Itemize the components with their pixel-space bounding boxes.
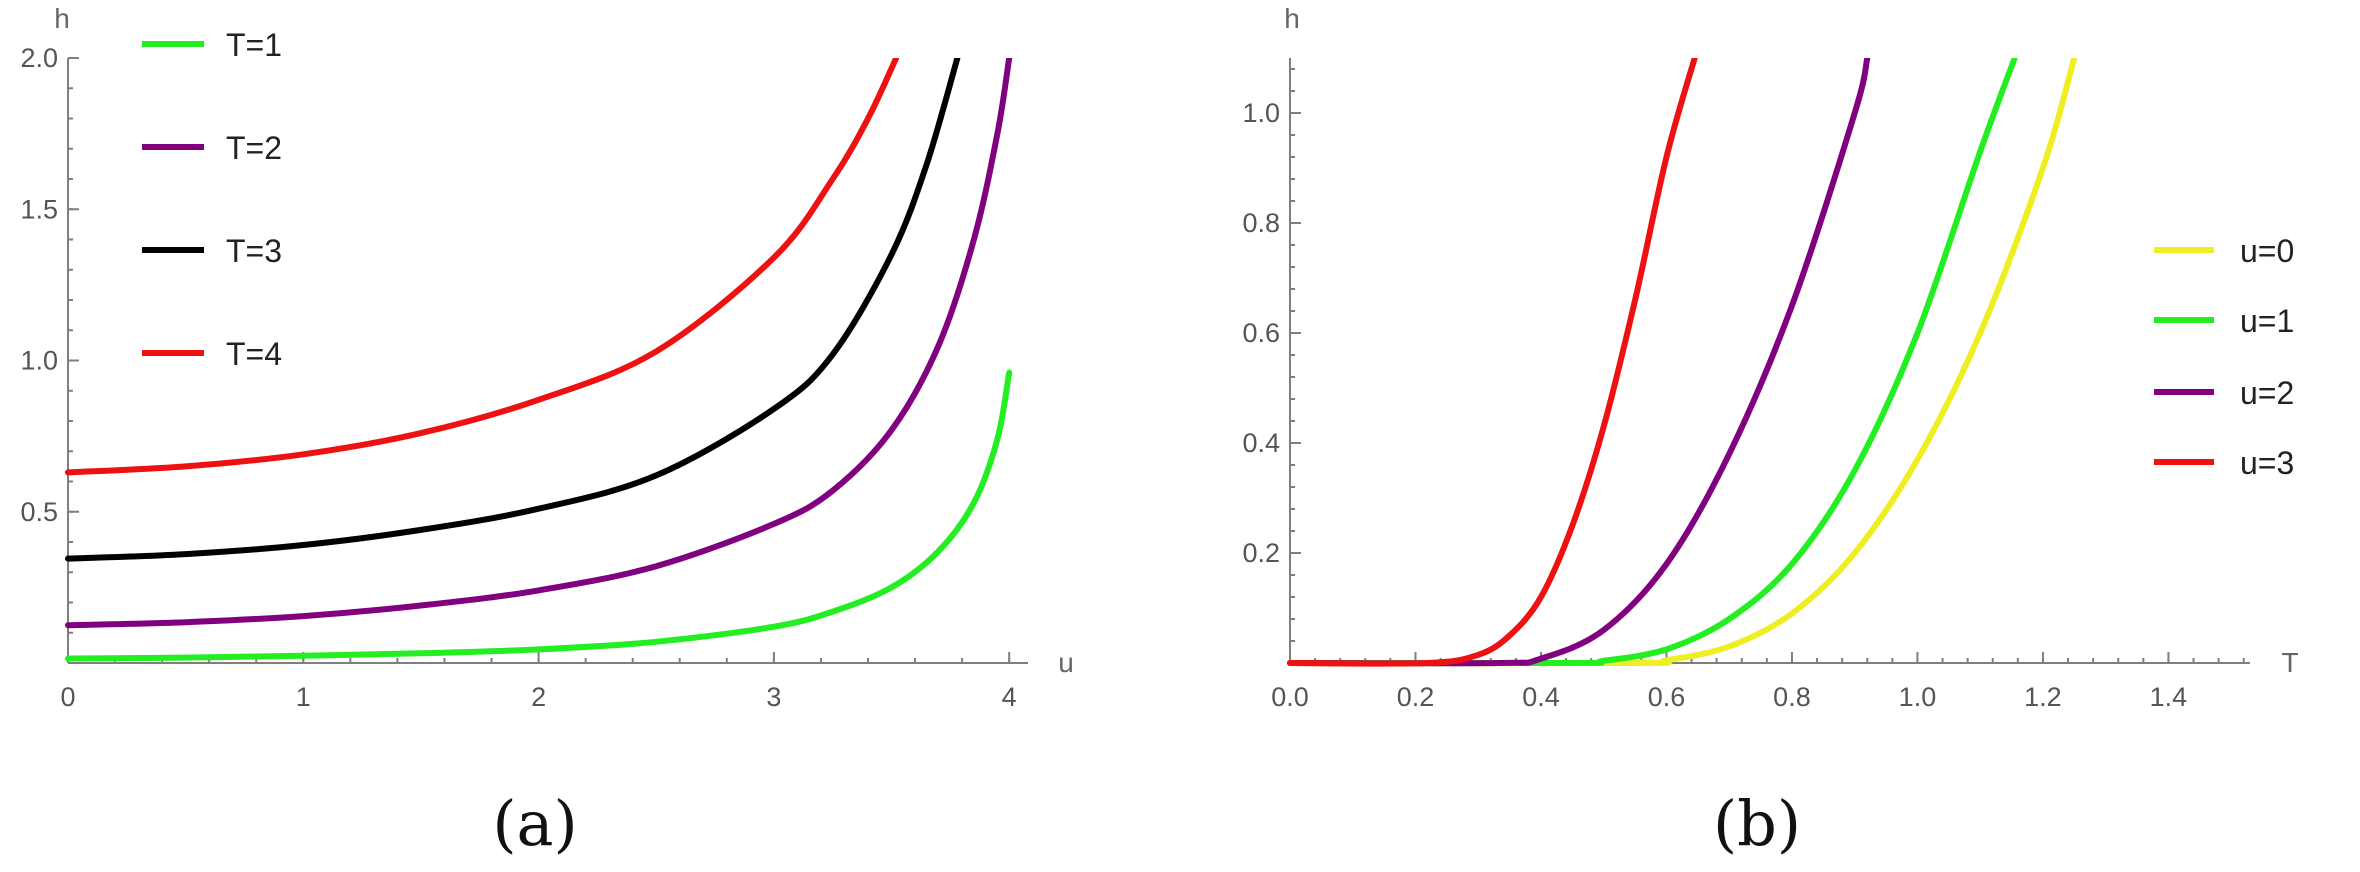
series-line-u-2 [1287, 58, 1871, 667]
y-tick-label: 0.6 [1242, 318, 1280, 348]
y-axis-label: h [54, 3, 70, 34]
chart-panel-1: 0 1 2 3 4 0.5 1.0 1.5 2.0 u h T=1 T=2 T=3 T=4 (a) [20, 3, 1073, 860]
y-tick-label: 1.0 [20, 346, 58, 376]
panel-caption: (b) [1713, 787, 1801, 860]
legend-label-t-4: T=4 [226, 336, 282, 372]
series-line-t-3 [65, 58, 961, 562]
legend-label-t-2: T=2 [226, 130, 282, 166]
x-tick-label: 1 [296, 682, 311, 712]
y-tick-label: 0.4 [1242, 428, 1280, 458]
x-tick-label: 1.2 [2024, 682, 2062, 712]
y-tick-label: 2.0 [20, 43, 58, 73]
legend: u=0 u=1 u=2 u=3 [2154, 233, 2294, 481]
legend: T=1 T=2 T=3 T=4 [142, 27, 282, 372]
series-line-u-1 [1287, 58, 2018, 667]
x-tick-label: 0.4 [1522, 682, 1560, 712]
y-tick-label: 0.8 [1242, 208, 1280, 238]
series-line-u-0 [1287, 58, 2078, 667]
x-tick-label: 0.6 [1648, 682, 1686, 712]
x-tick-label: 0 [60, 682, 75, 712]
legend-label-u-1: u=1 [2240, 303, 2294, 339]
x-axis-label: u [1058, 647, 1074, 678]
x-tick-label: 3 [766, 682, 781, 712]
x-tick-label: 0.0 [1271, 682, 1309, 712]
series-line-u-3 [1287, 58, 1698, 667]
y-tick-label: 1.5 [20, 194, 58, 224]
legend-label-t-1: T=1 [226, 27, 282, 63]
series-line-t-2 [65, 58, 1013, 629]
y-axis-label: h [1284, 3, 1300, 34]
legend-label-u-0: u=0 [2240, 233, 2294, 269]
x-tick-label: 1.4 [2150, 682, 2188, 712]
x-tick-label: 2 [531, 682, 546, 712]
x-tick-label: 0.8 [1773, 682, 1811, 712]
legend-label-u-3: u=3 [2240, 445, 2294, 481]
y-tick-label: 0.5 [20, 497, 58, 527]
series-line-t-4 [65, 58, 900, 476]
panel-caption: (a) [492, 787, 577, 860]
x-axis-label: T [2281, 647, 2298, 678]
chart-panel-2: 0.0 0.2 0.4 0.6 0.8 1.0 1.2 1.4 0.2 0.4 0.6 0.8 1.0 T… [1242, 3, 2298, 860]
y-tick-label: 1.0 [1242, 98, 1280, 128]
legend-label-t-3: T=3 [226, 233, 282, 269]
x-tick-label: 0.2 [1397, 682, 1435, 712]
legend-label-u-2: u=2 [2240, 375, 2294, 411]
y-tick-label: 0.2 [1242, 538, 1280, 568]
x-tick-label: 4 [1002, 682, 1017, 712]
series-line-t-1 [65, 369, 1013, 662]
x-tick-label: 1.0 [1899, 682, 1937, 712]
